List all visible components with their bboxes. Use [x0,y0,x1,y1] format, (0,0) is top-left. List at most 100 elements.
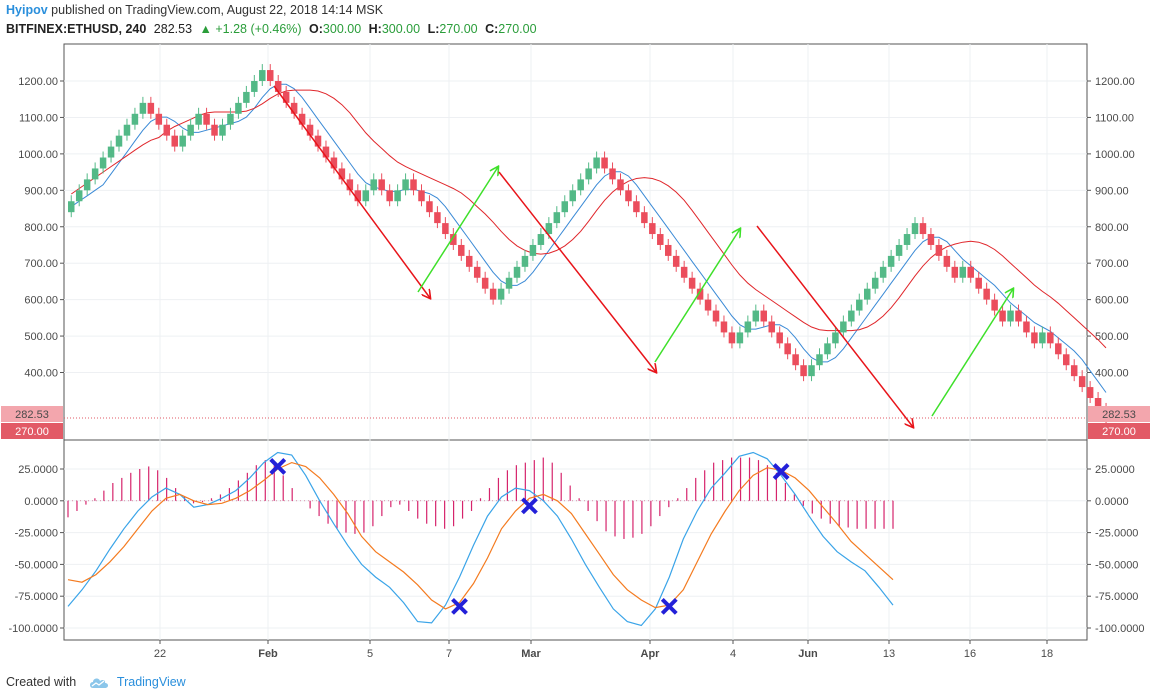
symbol-info-bar: BITFINEX:ETHUSD, 240 282.53 ▲ +1.28 (+0.… [6,22,537,36]
chart-frame [63,43,1088,641]
low-label: L: [427,22,440,36]
x-tick-label: Feb [258,648,278,660]
y-tick-label: 800.00 [1095,222,1129,234]
y-tick-label: 700.00 [1095,258,1129,270]
osc-y-tick-label: -100.0000 [8,623,58,635]
y-tick-label: 500.00 [1095,331,1129,343]
x-tick-label: 5 [367,648,373,660]
x-tick-label: Jun [798,648,818,660]
created-with-label: Created with [6,675,77,689]
current-price-tag [1,406,63,422]
x-tick-label: 13 [883,648,895,660]
symbol-label[interactable]: BITFINEX:ETHUSD, 240 [6,22,147,36]
osc-y-tick-label: -75.0000 [1095,591,1138,603]
osc-y-tick-label: -25.0000 [15,528,58,540]
y-tick-label: 900.00 [1095,185,1129,197]
last-price-tag [1,423,63,439]
y-tick-label: 500.00 [24,331,58,343]
cross-marker [269,458,287,475]
y-tick-label: 1100.00 [1095,112,1134,124]
osc-y-tick-label: 25.0000 [18,464,58,476]
last-price-text: 270.00 [15,426,49,438]
x-tick-label: 22 [154,648,166,660]
current-price-tag [1088,406,1150,422]
y-axis-right[interactable]: 1200.00 1100.00 1000.00 900.00 800.00 700.00 6… [1087,76,1145,635]
last-price-text: 270.00 [1102,426,1136,438]
y-tick-label: 1200.00 [1095,76,1135,88]
y-tick-label: 700.00 [24,258,58,270]
cross-stroke [521,497,538,515]
x-tick-label: 18 [1041,648,1053,660]
y-tick-label: 400.00 [1095,368,1129,380]
osc-y-tick-label: 0.0000 [24,496,58,508]
fast-ma-line [71,83,1107,393]
osc-y-tick-label: -25.0000 [1095,528,1138,540]
slow-ma-line [71,89,1107,349]
osc-y-tick-label: -75.0000 [15,591,58,603]
price-change: +1.28 (+0.46%) [215,22,302,36]
osc-y-tick-label: -100.0000 [1095,623,1145,635]
price-lines: 282.53 270.00 282.53 270.00 [1,406,1150,439]
x-tick-label: 16 [964,648,976,660]
footer: Created with TradingView [6,675,186,689]
y-tick-label: 1100.00 [19,112,58,124]
open-label: O: [309,22,323,36]
y-tick-label: 1000.00 [18,149,58,161]
moving-averages [71,83,1107,393]
cross-marker [451,597,468,615]
y-tick-label: 1000.00 [1095,149,1135,161]
x-tick-label: 4 [730,648,736,660]
cross-marker [772,463,790,480]
green-trend-arrow [931,289,1013,417]
cross-marker [521,497,538,515]
osc-y-tick-label: 25.0000 [1095,464,1135,476]
y-tick-label: 600.00 [24,295,58,307]
red-trend-arrow [498,171,656,372]
last-price: 282.53 [153,22,193,36]
tradingview-brand[interactable]: TradingView [116,675,186,689]
open-value: 300.00 [322,22,362,36]
green-trend-arrow [654,229,740,363]
cross-stroke [269,458,287,475]
renko-bricks [68,64,1110,425]
y-tick-label: 800.00 [24,222,58,234]
osc-y-tick-label: -50.0000 [15,559,58,571]
close-label: C: [485,22,499,36]
x-tick-label: Mar [521,648,541,660]
tradingview-cloud-icon [89,678,108,689]
low-value: 270.00 [439,22,478,36]
cross-stroke [660,597,678,615]
publish-info: Hyipov published on TradingView.com, Aug… [6,3,383,17]
y-tick-label: 900.00 [24,185,58,197]
time-axis[interactable]: 22 Feb 5 7 Mar Apr 4 Jun 13 16 18 [154,640,1053,660]
cross-stroke [451,597,468,615]
oscillator-pane [67,451,894,627]
high-value: 300.00 [381,22,421,36]
y-tick-label: 1200.00 [18,76,58,88]
oscillator-blue-line [67,451,894,627]
plot-border [63,43,1088,641]
author-link[interactable]: Hyipov [6,3,48,17]
close-value: 270.00 [498,22,537,36]
green-trend-arrow [417,167,498,293]
current-price-text: 282.53 [15,409,49,421]
x-tick-label: 7 [446,648,452,660]
osc-y-tick-label: -50.0000 [1095,559,1138,571]
trend-arrows [273,85,1013,427]
oscillator-orange-line [67,461,894,610]
up-triangle-icon: ▲ [199,22,212,36]
current-price-text: 282.53 [1102,409,1136,421]
red-trend-arrow [756,225,913,427]
osc-y-tick-label: 0.0000 [1095,496,1129,508]
cross-stroke [772,463,790,480]
red-trend-arrow [273,85,430,298]
y-axis-left: 1200.00 1100.00 1000.00 900.00 800.00 700.00 6… [8,76,64,635]
published-text: published on TradingView.com, August 22,… [51,3,384,17]
high-label: H: [368,22,382,36]
cross-marker [660,597,678,615]
y-tick-label: 400.00 [24,368,58,380]
grid-lines [64,44,1087,640]
x-tick-label: Apr [641,648,661,660]
y-tick-label: 600.00 [1095,295,1129,307]
